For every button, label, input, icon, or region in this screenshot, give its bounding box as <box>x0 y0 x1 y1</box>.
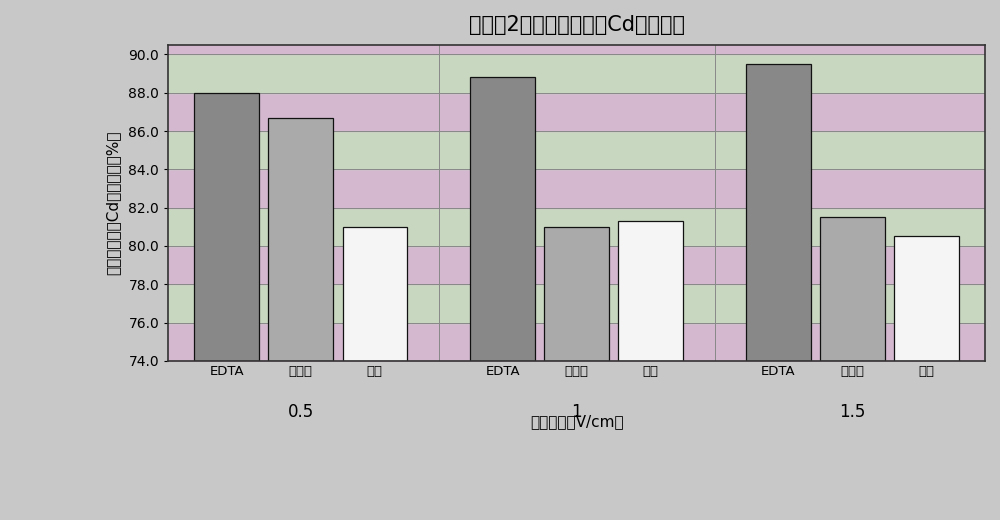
Bar <box>746 64 811 361</box>
Bar <box>194 93 259 361</box>
Text: 1: 1 <box>571 403 582 421</box>
Bar <box>894 237 959 361</box>
Y-axis label: 蚕沙中重金属Cd的去除率（%）: 蚕沙中重金属Cd的去除率（%） <box>105 131 120 275</box>
Bar <box>268 118 333 361</box>
Text: 1.5: 1.5 <box>839 403 866 421</box>
Bar <box>618 221 683 361</box>
Bar <box>470 77 535 361</box>
Bar <box>544 227 609 361</box>
Text: 0.5: 0.5 <box>288 403 314 421</box>
Title: 实施例2：蚕沙中重金属Cd的去除率: 实施例2：蚕沙中重金属Cd的去除率 <box>469 15 685 35</box>
X-axis label: 电压梯度（V/cm）: 电压梯度（V/cm） <box>530 414 623 429</box>
Bar <box>343 227 407 361</box>
Bar <box>820 217 885 361</box>
